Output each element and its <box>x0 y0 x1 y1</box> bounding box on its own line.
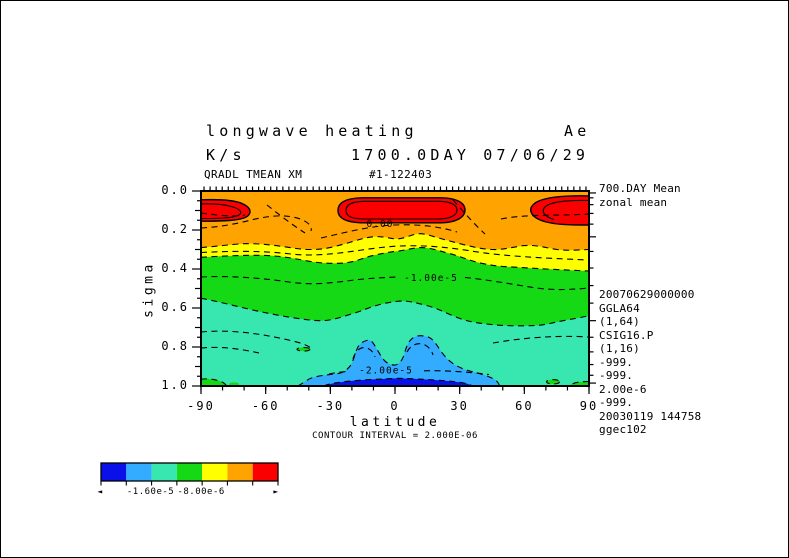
corner-green-right <box>569 381 589 386</box>
contour-fill-bands <box>200 191 590 386</box>
contour-value-labels: 0.00 -1.00e-5 -2.00e-5 <box>359 219 458 377</box>
time-label: 1700.0DAY 07/06/29 <box>351 146 590 164</box>
corner-green-left <box>201 378 227 386</box>
colorbar-cell <box>176 463 203 481</box>
x-tick-label: 0 <box>390 399 400 413</box>
corner-label: Ae <box>564 122 591 140</box>
colorbar-ticks <box>100 481 279 486</box>
right-info-line: CSIG16.P <box>599 328 654 342</box>
x-tick-label: 60 <box>515 399 534 413</box>
corner-green-right-speck <box>546 379 560 384</box>
y-tick-label: 0.2 <box>161 222 189 236</box>
contour-label-zero: 0.00 <box>367 219 394 230</box>
colorbar-cell <box>126 463 152 481</box>
y-tick-label: 0.8 <box>161 339 189 353</box>
x-tick-label: -60 <box>251 399 280 413</box>
colorbar-boundary-label: -1.60e-5 <box>126 487 175 497</box>
y-tick-label: 0.6 <box>161 300 189 314</box>
right-info-line: 20030119 144758 <box>599 409 702 423</box>
right-info-line: (1,16) <box>599 342 640 355</box>
colorbar-frame <box>100 462 279 482</box>
right-info-line: (1,64) <box>599 315 640 328</box>
contour-label-1e-5: -1.00e-5 <box>404 273 458 284</box>
band-darkblue-fill <box>323 378 473 386</box>
x-tick-label: -30 <box>316 399 345 413</box>
mean-label-1: 700.DAY Mean <box>599 182 681 195</box>
chart-title: longwave heating <box>206 122 418 140</box>
colorbar-left-arrow-icon: ◄ <box>97 487 103 496</box>
contour-label-2e-5: -2.00e-5 <box>359 366 413 377</box>
band-teal-fill <box>201 298 589 386</box>
red-region-right <box>530 195 590 226</box>
band-lightblue-fill <box>298 335 500 386</box>
colorbar-cell <box>101 463 127 481</box>
colorbar-cell <box>227 463 253 481</box>
contour-lines-solid <box>200 199 590 221</box>
colorbar <box>100 462 279 486</box>
x-tick-label: -90 <box>187 399 215 413</box>
y-tick-label: 1.0 <box>161 378 189 392</box>
right-info-line: -999. <box>599 369 634 382</box>
x-tick-label: 30 <box>450 399 469 413</box>
green-sliver-mid <box>297 347 310 352</box>
colorbar-cell <box>151 463 177 481</box>
right-info-line: ggec102 <box>599 423 647 436</box>
right-info-line: GGLA64 <box>599 301 640 315</box>
colorbar-right-arrow-icon: ► <box>273 487 279 496</box>
colorbar-cells <box>101 463 278 481</box>
mean-label-2: zonal mean <box>599 196 668 209</box>
right-info-line: 20070629000000 <box>599 288 695 301</box>
contour-plot: 0.00 -1.00e-5 -2.00e-5 <box>192 186 596 394</box>
plot-frame <box>200 190 590 387</box>
contour-lines-dashed <box>200 199 590 387</box>
colorbar-cell <box>252 463 278 481</box>
contour-interval-note: CONTOUR INTERVAL = 2.000E-06 <box>312 431 478 441</box>
variable-line: QRADL TMEAN XM <box>204 168 303 181</box>
right-info-line: 2.00e-6 <box>599 382 647 396</box>
colorbar-boundary-label: -8.00e-6 <box>177 487 225 497</box>
x-tick-label: 90 <box>579 399 599 413</box>
y-tick-label: 0.0 <box>161 183 189 197</box>
right-info-line: -999. <box>599 396 634 409</box>
record-line: #1-122403 <box>369 168 433 181</box>
x-axis-title: latitude <box>349 415 441 430</box>
units-label: K/s <box>206 146 246 164</box>
colorbar-cell <box>202 463 228 481</box>
red-region-center <box>337 197 466 224</box>
right-info-line: -999. <box>599 355 634 369</box>
right-info-block: 20070629000000 GGLA64 (1,64) CSIG16.P (1,16)… <box>599 288 701 437</box>
y-tick-label: 0.4 <box>161 261 189 275</box>
